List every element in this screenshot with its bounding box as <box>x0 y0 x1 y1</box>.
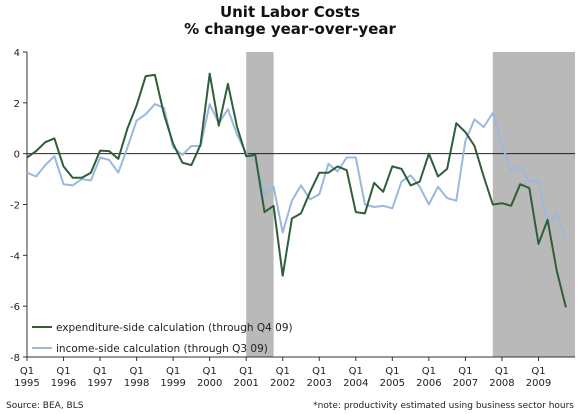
x-tick-quarter: Q1 <box>239 366 253 377</box>
chart-subtitle: % change year-over-year <box>184 20 396 38</box>
x-tick-year: 1997 <box>87 378 112 389</box>
x-tick-quarter: Q1 <box>458 366 472 377</box>
recession-band <box>246 52 274 357</box>
productivity-note: *note: productivity estimated using busi… <box>313 401 574 411</box>
x-tick-quarter: Q1 <box>203 366 217 377</box>
x-tick-year: 2007 <box>453 378 478 389</box>
x-tick-year: 2005 <box>380 378 405 389</box>
x-tick-year: 2004 <box>343 378 368 389</box>
source-note: Source: BEA, BLS <box>6 401 84 411</box>
x-tick-quarter: Q1 <box>129 366 143 377</box>
x-tick-year: 2009 <box>526 378 551 389</box>
y-tick-label: 4 <box>14 48 20 59</box>
x-tick-year: 2002 <box>270 378 295 389</box>
x-tick-year: 1998 <box>124 378 149 389</box>
x-tick-year: 2000 <box>197 378 222 389</box>
x-tick-year: 1995 <box>14 378 39 389</box>
x-tick-quarter: Q1 <box>531 366 545 377</box>
y-tick-label: -6 <box>10 302 20 313</box>
x-tick-quarter: Q1 <box>422 366 436 377</box>
series-line-income <box>26 103 567 238</box>
x-tick-year: 1999 <box>160 378 185 389</box>
x-tick-quarter: Q1 <box>349 366 363 377</box>
x-tick-quarter: Q1 <box>20 366 34 377</box>
chart-title: Unit Labor Costs <box>220 3 360 21</box>
x-tick-quarter: Q1 <box>93 366 107 377</box>
legend-label: expenditure-side calculation (through Q4… <box>56 322 293 334</box>
y-tick-label: -4 <box>10 251 20 262</box>
axes: 420-2-4-6-8Q11995Q11996Q11997Q11998Q1199… <box>10 48 575 389</box>
x-tick-year: 2008 <box>489 378 514 389</box>
x-tick-quarter: Q1 <box>56 366 70 377</box>
series-line-expenditure <box>26 72 567 308</box>
x-tick-year: 1996 <box>51 378 76 389</box>
x-tick-quarter: Q1 <box>312 366 326 377</box>
x-tick-year: 2001 <box>233 378 258 389</box>
y-tick-label: -8 <box>10 353 20 364</box>
legend-label: income-side calculation (through Q3 09) <box>56 343 268 355</box>
x-tick-quarter: Q1 <box>385 366 399 377</box>
y-tick-label: 2 <box>14 99 20 110</box>
x-tick-quarter: Q1 <box>276 366 290 377</box>
y-tick-label: 0 <box>14 150 20 161</box>
x-tick-quarter: Q1 <box>166 366 180 377</box>
x-tick-year: 2003 <box>307 378 332 389</box>
series-lines <box>26 72 567 308</box>
legend: expenditure-side calculation (through Q4… <box>32 322 293 355</box>
x-tick-quarter: Q1 <box>495 366 509 377</box>
y-tick-label: -2 <box>10 201 20 212</box>
x-tick-year: 2006 <box>416 378 441 389</box>
